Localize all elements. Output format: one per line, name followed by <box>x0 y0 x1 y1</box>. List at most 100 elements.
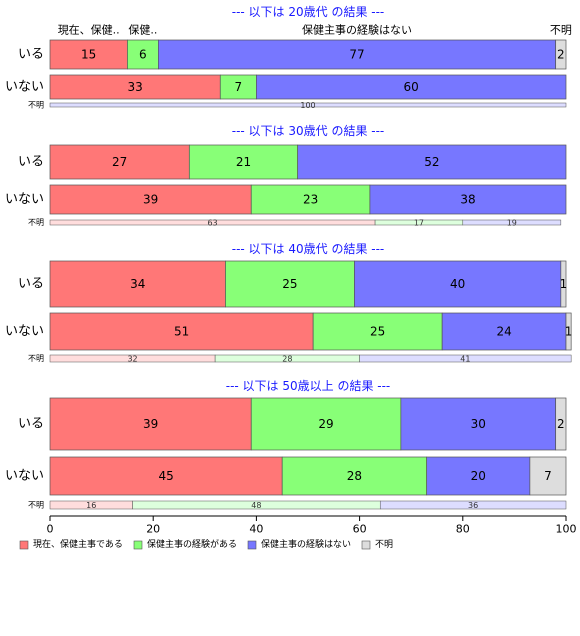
x-tick-label: 0 <box>47 523 54 536</box>
bar-value-label: 25 <box>282 277 297 291</box>
bar-value-label: 34 <box>130 277 145 291</box>
bar-segment <box>49 144 190 180</box>
bar-value-label: 100 <box>300 101 315 110</box>
row-label: いない <box>5 324 44 339</box>
row-label: いる <box>18 417 44 432</box>
bar-value-label: 19 <box>507 219 517 228</box>
bar-value-label: 51 <box>174 325 189 339</box>
bar-value-label: 1 <box>565 325 573 339</box>
bar-value-label: 16 <box>86 501 96 510</box>
bar-value-label: 33 <box>127 80 142 94</box>
x-tick-label: 100 <box>556 523 577 536</box>
bar-value-label: 21 <box>236 155 251 169</box>
bar-value-label: 63 <box>207 219 217 228</box>
legend-swatch <box>133 540 143 550</box>
bar-segment <box>49 397 252 451</box>
bar-segment <box>219 74 257 100</box>
x-tick-label: 60 <box>353 523 367 536</box>
bar-segment <box>158 39 557 70</box>
row-label: いる <box>18 155 44 170</box>
bar-value-label: 52 <box>424 155 439 169</box>
bar-value-label: 1 <box>560 277 568 291</box>
bar-segment <box>250 184 371 215</box>
bar-value-label: 28 <box>347 469 362 483</box>
bar-value-label: 39 <box>143 193 158 207</box>
bar-segment <box>127 39 159 70</box>
legend-swatch <box>247 540 257 550</box>
bar-segment <box>369 184 567 215</box>
bar-segment <box>565 312 572 351</box>
bar-value-label: 38 <box>460 193 475 207</box>
row-label: いる <box>18 47 44 62</box>
bar-segment <box>400 397 557 451</box>
bar-segment <box>312 312 443 351</box>
bar-segment <box>256 74 567 100</box>
bar-value-label: 25 <box>370 325 385 339</box>
bar-value-label: 32 <box>127 355 137 364</box>
bar-segment <box>555 397 567 451</box>
x-tick-label: 80 <box>456 523 470 536</box>
legend-swatch <box>19 540 29 550</box>
bar-segment <box>49 260 226 308</box>
bar-value-label: 7 <box>235 80 243 94</box>
row-label: いない <box>5 192 44 207</box>
bar-segment <box>49 312 314 351</box>
bar-value-label: 77 <box>349 48 364 62</box>
bar-value-label: 6 <box>139 48 147 62</box>
row-label: いる <box>18 277 44 292</box>
bar-segment <box>560 260 567 308</box>
bar-value-label: 7 <box>544 469 552 483</box>
bar-value-label: 28 <box>282 355 292 364</box>
segment-header-label: 保健主事の経験はない <box>302 23 412 37</box>
bar-segment <box>379 500 567 510</box>
bar-segment <box>281 456 428 496</box>
bar-segment <box>555 39 567 70</box>
bar-value-label: 29 <box>318 417 333 431</box>
legend-label: 保健主事の経験がある <box>147 538 237 550</box>
bar-segment <box>49 39 128 70</box>
legend-label: 保健主事の経験はない <box>261 538 351 550</box>
bar-value-label: 15 <box>81 48 96 62</box>
bar-value-label: 20 <box>471 469 486 483</box>
bar-value-label: 41 <box>460 355 470 364</box>
row-label: 不明 <box>28 218 44 227</box>
bar-segment <box>49 456 283 496</box>
bar-value-label: 2 <box>557 417 565 431</box>
bar-value-label: 23 <box>303 193 318 207</box>
bar-value-label: 30 <box>471 417 486 431</box>
bar-segment <box>297 144 567 180</box>
legend-swatch <box>361 540 371 550</box>
bar-value-label: 60 <box>404 80 419 94</box>
panel-title: --- 以下は 40歳代 の結果 --- <box>232 242 385 256</box>
bar-value-label: 40 <box>450 277 465 291</box>
panel-title: --- 以下は 20歳代 の結果 --- <box>232 5 385 19</box>
bar-segment <box>354 260 562 308</box>
bar-value-label: 17 <box>414 219 424 228</box>
panel-title: --- 以下は 50歳以上 の結果 --- <box>226 379 391 393</box>
bar-value-label: 36 <box>468 501 478 510</box>
legend-label: 不明 <box>375 539 393 550</box>
bar-segment <box>462 219 562 226</box>
row-label: 不明 <box>28 354 44 363</box>
legend-label: 現在、保健主事である <box>33 538 123 550</box>
bar-value-label: 45 <box>158 469 173 483</box>
x-tick-label: 40 <box>249 523 263 536</box>
bar-value-label: 24 <box>496 325 511 339</box>
bar-segment <box>49 102 567 108</box>
bar-segment <box>426 456 531 496</box>
segment-header-label: 保健.. <box>128 23 157 37</box>
bar-segment <box>441 312 567 351</box>
bar-segment <box>359 354 572 363</box>
bar-value-label: 39 <box>143 417 158 431</box>
bar-segment <box>250 397 402 451</box>
x-tick-label: 20 <box>146 523 160 536</box>
segment-header-label: 不明 <box>550 24 572 37</box>
bar-segment <box>188 144 299 180</box>
row-label: いない <box>5 469 44 484</box>
row-label: いない <box>5 80 44 95</box>
row-label: 不明 <box>28 101 44 110</box>
segment-header-label: 現在、保健.. <box>58 23 120 37</box>
row-label: 不明 <box>28 501 44 510</box>
bar-value-label: 27 <box>112 155 127 169</box>
panel-title: --- 以下は 30歳代 の結果 --- <box>232 124 385 138</box>
